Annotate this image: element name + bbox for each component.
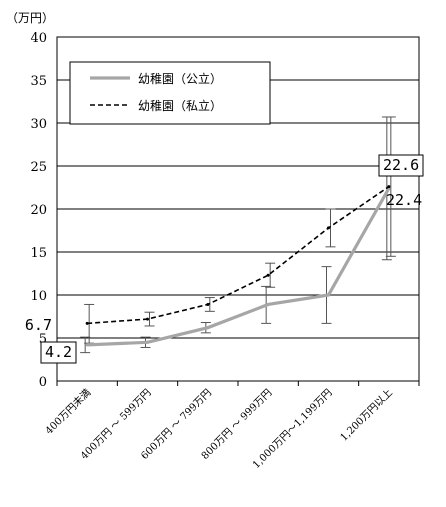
- data-point-s0-4: [327, 293, 330, 297]
- data-label-3: 22.4: [386, 191, 422, 209]
- series-lines: [85, 185, 391, 347]
- y-tick-25: 25: [30, 160, 47, 175]
- y-tick-30: 30: [30, 117, 47, 132]
- data-point-s0-1: [146, 340, 149, 344]
- x-tick-label-5: 1,200万円以上: [338, 387, 395, 444]
- legend-box: [69, 61, 271, 125]
- data-label-0: 6.7: [25, 316, 52, 334]
- error-bar-s1-5: [385, 116, 396, 257]
- data-point-s1-0: [85, 321, 89, 325]
- error-bar-s1-2: [204, 297, 215, 312]
- y-tick-15: 15: [30, 246, 47, 261]
- y-axis-unit: （万円）: [6, 11, 54, 25]
- data-label-2: 22.6: [378, 154, 424, 177]
- data-labels: 6.7 4.2 22.6 22.4: [25, 154, 424, 364]
- data-label-text: 4.2: [45, 343, 72, 361]
- error-bar-s0-0: [80, 336, 91, 354]
- data-label-text: 22.4: [386, 191, 422, 209]
- grid: [56, 36, 420, 386]
- data-label-1: 4.2: [40, 341, 77, 364]
- error-bar-s1-4: [325, 208, 336, 248]
- data-point-s1-3: [266, 273, 270, 277]
- error-bar-s1-1: [144, 311, 155, 327]
- data-point-s1-4: [327, 226, 330, 230]
- x-tick-label-0: 400万円未満: [43, 387, 93, 437]
- data-point-s1-2: [206, 302, 210, 306]
- data-point-s1-1: [146, 317, 149, 321]
- legend: 幼稚園（公立） 幼稚園（私立）: [69, 61, 271, 125]
- data-point-s0-3: [266, 302, 270, 306]
- legend-label-0: 幼稚園（公立）: [138, 71, 222, 86]
- data-label-box: [378, 154, 424, 177]
- series-line-1: [87, 185, 390, 325]
- data-point-s0-0: [85, 343, 89, 347]
- y-tick-0: 0: [39, 375, 47, 390]
- y-axis: 0 5 10 15 20 25 30 35 40: [30, 31, 47, 390]
- y-tick-35: 35: [30, 74, 47, 89]
- y-tick-40: 40: [30, 31, 47, 46]
- error-bar-s1-3: [265, 262, 276, 288]
- y-tick-20: 20: [30, 203, 47, 218]
- data-label-box: [40, 341, 77, 364]
- data-label-text: 22.6: [383, 156, 419, 174]
- data-point-s1-5: [387, 185, 391, 189]
- legend-label-1: 幼稚園（私立）: [138, 98, 222, 113]
- data-point-s0-2: [206, 326, 210, 330]
- series-line-0: [87, 187, 391, 347]
- y-tick-5: 5: [39, 332, 47, 347]
- data-label-text: 6.7: [25, 316, 52, 334]
- y-tick-10: 10: [30, 289, 47, 304]
